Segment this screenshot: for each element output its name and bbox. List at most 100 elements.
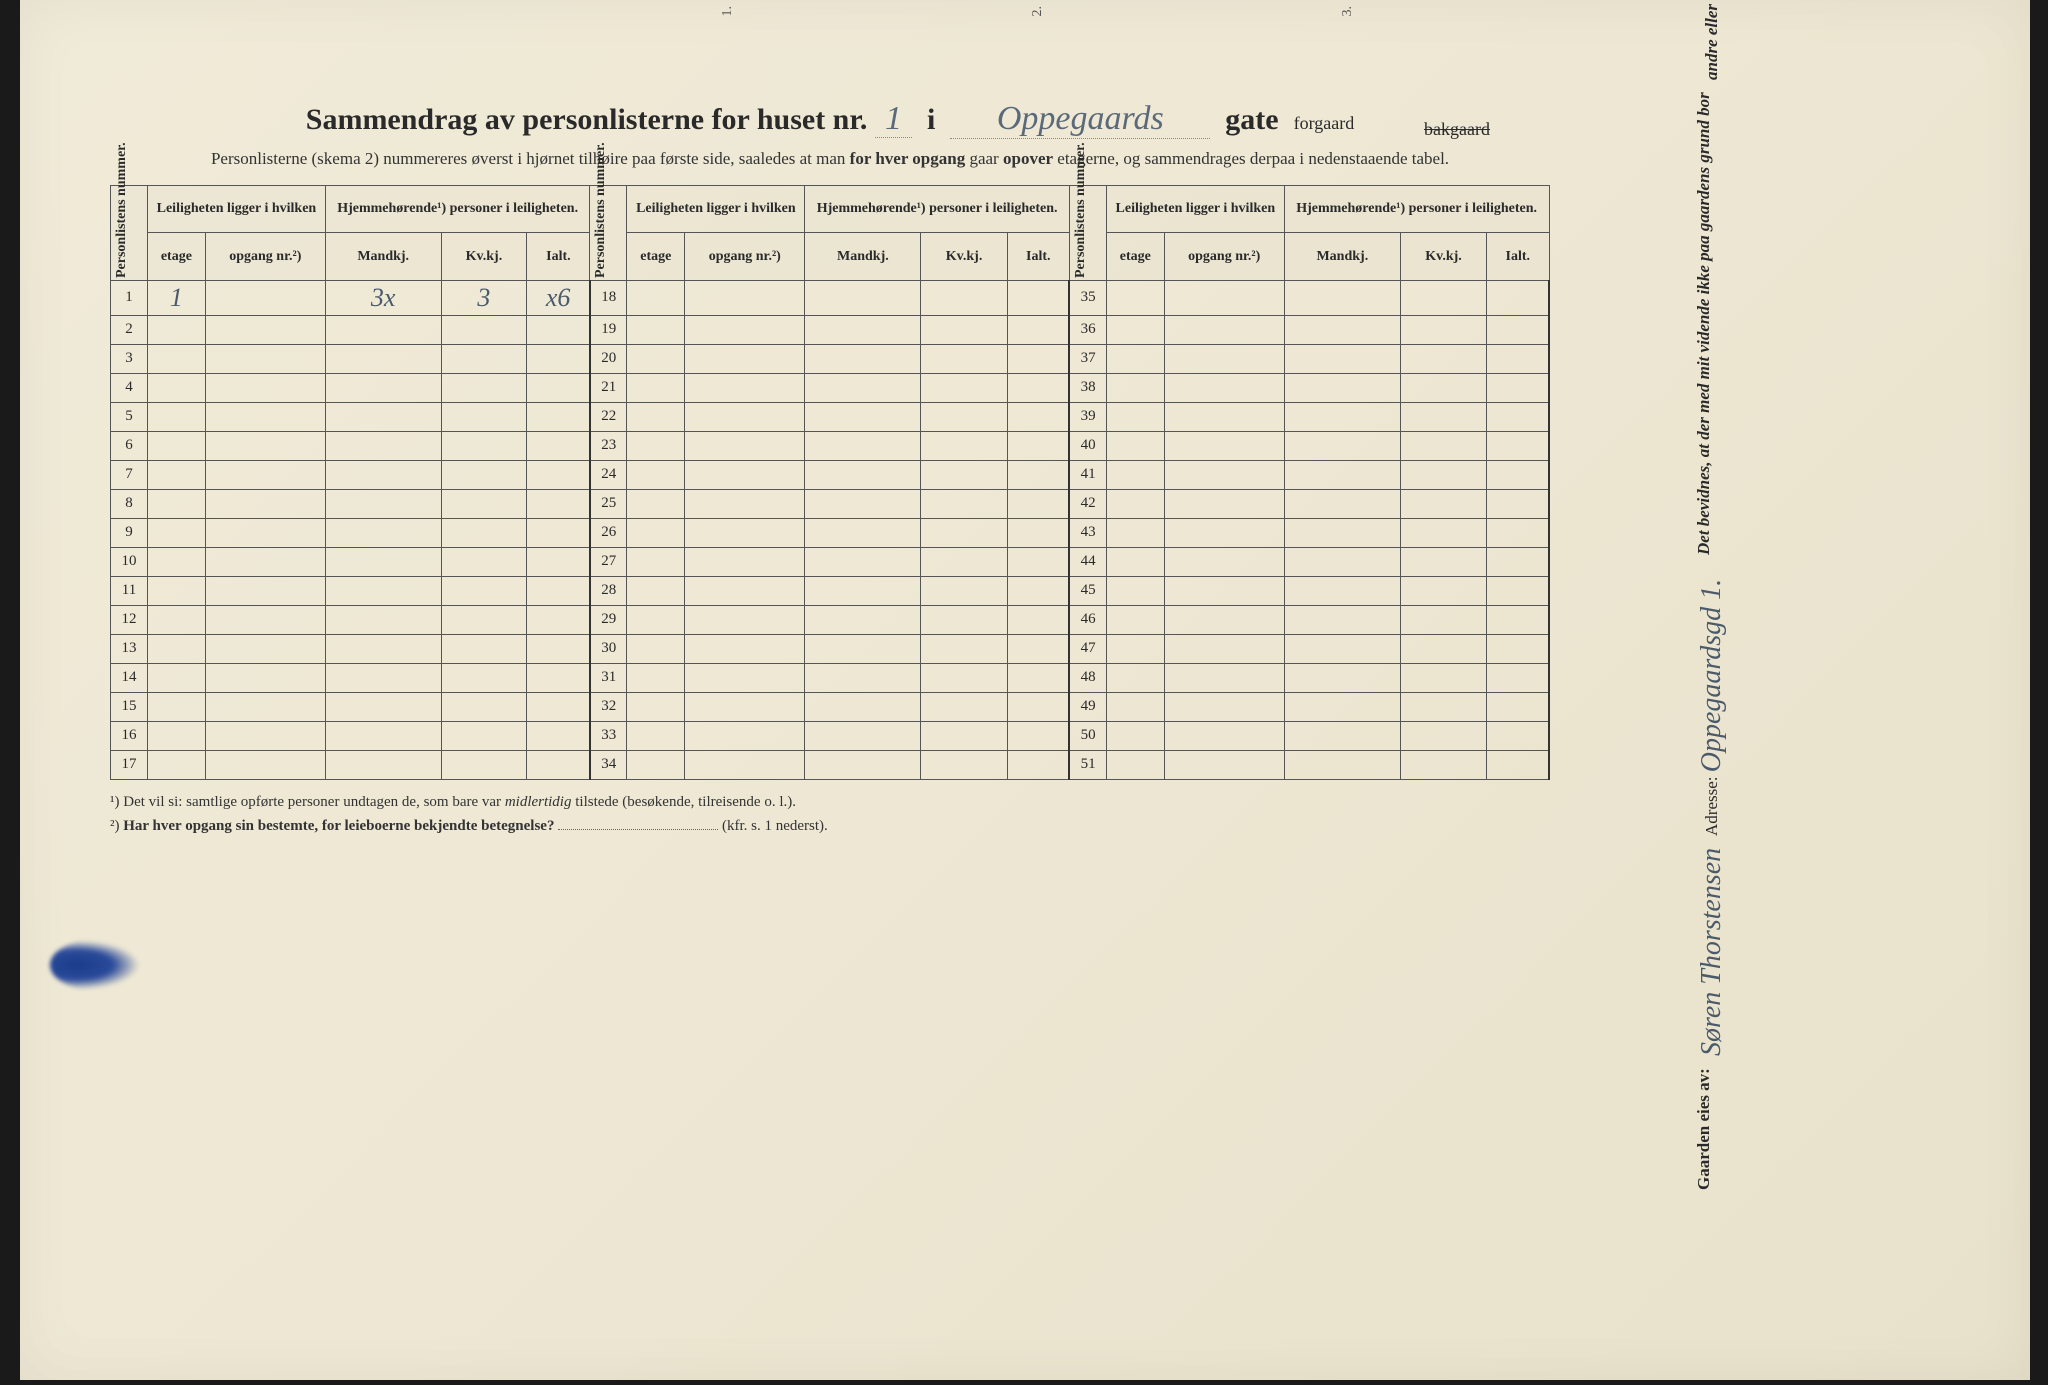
opgang-cell [205,344,325,373]
mandkj-cell [805,344,921,373]
etage-cell [627,692,685,721]
mandkj-cell [1284,280,1400,315]
main-content: Sammendrag av personlisterne for huset n… [110,100,1550,838]
etage-cell [148,663,206,692]
kvkj-cell [441,576,527,605]
mandkj-cell [325,721,441,750]
mandkj-cell [325,489,441,518]
row-number: 29 [590,605,627,634]
ialt-cell [527,373,590,402]
ialt-cell [1487,721,1549,750]
kvkj-cell [921,315,1007,344]
mandkj-cell [805,750,921,779]
etage-cell [627,315,685,344]
kvkj-cell [1400,605,1486,634]
kvkj-cell [441,547,527,576]
row-number: 7 [111,460,148,489]
ialt-cell [1487,280,1549,315]
opgang-cell [685,280,805,315]
row-number: 25 [590,489,627,518]
adresse-1-handwritten: Oppegaardsgd 1. [1696,579,1727,772]
ialt-cell [1007,518,1069,547]
mandkj-cell [805,315,921,344]
bevidnes-1-text: Det bevidnes, at der med mit vidende ikk… [1694,92,1713,555]
kvkj-cell: 3 [441,280,527,315]
row-number: 33 [590,721,627,750]
mandkj-cell [325,750,441,779]
kvkj-cell [441,663,527,692]
bakgaard-struck: bakgaard [1424,119,1490,140]
ialt-cell [1007,547,1069,576]
footnote-1: ¹) Det vil si: samtlige opførte personer… [110,790,1550,814]
kvkj-cell [1400,721,1486,750]
ialt-cell [1487,460,1549,489]
opgang-cell [205,605,325,634]
opgang-cell [1164,489,1284,518]
row-number: 27 [590,547,627,576]
ink-blot [50,940,140,990]
kvkj-cell [921,547,1007,576]
row-number: 3 [111,344,148,373]
row-number: 38 [1069,373,1106,402]
row-number: 22 [590,402,627,431]
footnotes: ¹) Det vil si: samtlige opførte personer… [110,790,1550,838]
opgang-cell [205,373,325,402]
kvkj-cell [921,460,1007,489]
etage-cell [148,547,206,576]
etage-cell [1106,373,1164,402]
row-number: 44 [1069,547,1106,576]
kvkj-cell [1400,402,1486,431]
opgang-cell [1164,663,1284,692]
gaarden-label: Gaarden eies av: [1694,1068,1713,1190]
opgang-cell [205,460,325,489]
row-number: 50 [1069,721,1106,750]
ialt-cell [1487,605,1549,634]
mandkj-cell [805,518,921,547]
row-number: 16 [111,721,148,750]
row-number: 39 [1069,402,1106,431]
etage-cell [627,518,685,547]
kvkj-cell [921,721,1007,750]
row-number: 34 [590,750,627,779]
ialt-cell [1007,750,1069,779]
ialt-cell [1487,373,1549,402]
etage-cell [627,721,685,750]
etage-cell [148,692,206,721]
row-number: 46 [1069,605,1106,634]
etage-cell [1106,344,1164,373]
row-number: 2 [111,315,148,344]
ialt-cell [1007,460,1069,489]
row-number: 37 [1069,344,1106,373]
opgang-cell [685,750,805,779]
kvkj-cell [441,692,527,721]
row-number: 47 [1069,634,1106,663]
row-number: 9 [111,518,148,547]
house-number-handwritten: 1 [875,100,912,138]
mandkj-cell [1284,692,1400,721]
opgang-cell [1164,547,1284,576]
etage-cell [1106,547,1164,576]
opgang-cell [1164,750,1284,779]
opgang-cell [205,721,325,750]
etage-cell [627,460,685,489]
etage-cell [627,402,685,431]
sidebar-vertical: Gaarden eies av: Søren Thorstensen Adres… [1690,130,1830,1190]
mandkj-cell [325,518,441,547]
mandkj-cell [1284,547,1400,576]
mandkj-cell [805,605,921,634]
owner-handwritten: Søren Thorstensen [1690,848,1830,1056]
row-number: 15 [111,692,148,721]
opgang-cell [685,547,805,576]
opgang-cell [205,634,325,663]
mandkj-cell [1284,518,1400,547]
ialt-cell [1007,663,1069,692]
row-number: 32 [590,692,627,721]
opgang-cell [1164,402,1284,431]
kvkj-cell [441,344,527,373]
ialt-cell [1007,315,1069,344]
ialt-cell [1487,750,1549,779]
etage-cell [627,750,685,779]
etage-cell [148,576,206,605]
opgang-cell [205,547,325,576]
mandkj-cell [1284,460,1400,489]
